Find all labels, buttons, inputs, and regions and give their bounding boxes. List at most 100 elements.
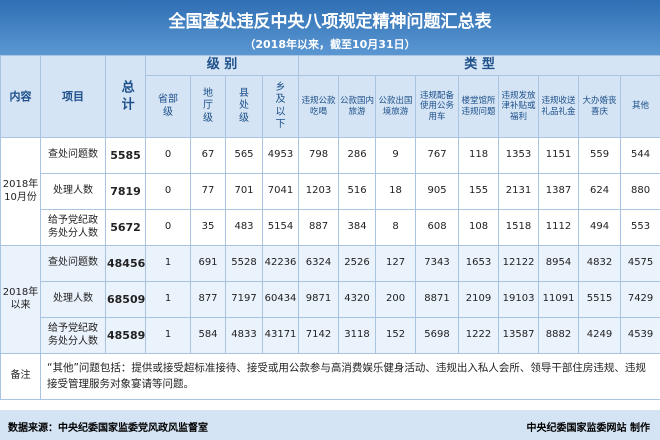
level-cell: 60434	[261, 281, 300, 318]
total-cell: 68509	[105, 281, 146, 318]
header-cell: 项目	[40, 55, 106, 138]
type-cell: 6324	[298, 245, 340, 282]
type-cell: 880	[620, 173, 660, 210]
header-cell: 楼堂馆所违规问题	[458, 75, 500, 138]
note-label: 备注	[0, 353, 41, 400]
header: 全国查处违反中央八项规定精神问题汇总表 （2018年以来，截至10月31日）	[0, 0, 660, 55]
level-cell: 1	[145, 281, 191, 318]
item-cell: 给予党纪政务处分人数	[40, 317, 106, 354]
type-cell: 108	[458, 209, 500, 246]
type-cell: 1653	[458, 245, 500, 282]
total-cell: 48589	[105, 317, 146, 354]
note-text: “其他”问题包括：提供或接受超标准接待、接受或用公款参与高消费娱乐健身活动、违规…	[39, 353, 660, 400]
level-cell: 43171	[261, 317, 300, 354]
title: 全国查处违反中央八项规定精神问题汇总表	[168, 12, 492, 32]
type-cell: 1353	[498, 137, 540, 174]
type-cell: 905	[415, 173, 460, 210]
level-cell: 565	[225, 137, 263, 174]
type-cell: 286	[338, 137, 377, 174]
item-cell: 查处问题数	[40, 137, 106, 174]
type-cell: 4320	[338, 281, 377, 318]
header-cell: 大办婚丧喜庆	[578, 75, 622, 138]
type-cell: 1203	[298, 173, 340, 210]
type-cell: 5698	[415, 317, 460, 354]
table-row: 2018年以来 查处问题数 48456 1 691 5528 42236 6324 2526 12…	[0, 245, 660, 354]
type-cell: 7429	[620, 281, 660, 318]
type-cell: 4832	[578, 245, 622, 282]
type-cell: 559	[578, 137, 622, 174]
item-cell: 处理人数	[40, 281, 106, 318]
level-cell: 691	[190, 245, 226, 282]
type-cell: 18	[375, 173, 417, 210]
level-cell: 1	[145, 245, 191, 282]
table-row: 省部级 地厅级 县处级 乡及以下 违规公款吃喝 公款国内旅游 公款出国境旅游 违规配备使用公务…	[1, 75, 660, 138]
type-cell: 608	[415, 209, 460, 246]
total-cell: 5585	[105, 137, 146, 174]
type-cell: 7343	[415, 245, 460, 282]
type-cell: 553	[620, 209, 660, 246]
type-cell: 1518	[498, 209, 540, 246]
summary-table: 内容 项目 总计级 别类 型省部级 地厅级 县处级 乡及以下 违规公款吃喝 公款国内旅游 公款出…	[0, 55, 660, 400]
type-cell: 155	[458, 173, 500, 210]
level-cell: 0	[145, 173, 191, 210]
period-cell: 2018年以来	[0, 245, 41, 354]
level-cell: 584	[190, 317, 226, 354]
source: 数据来源：中央纪委国家监委党风政风监督室	[8, 423, 208, 434]
item-cell: 处理人数	[40, 173, 106, 210]
total-cell: 5672	[105, 209, 146, 246]
type-cell: 887	[298, 209, 340, 246]
type-cell: 4539	[620, 317, 660, 354]
type-cell: 544	[620, 137, 660, 174]
level-cell: 7041	[261, 173, 300, 210]
type-cell: 8	[375, 209, 417, 246]
level-cell: 1	[145, 317, 191, 354]
level-cell: 0	[145, 137, 191, 174]
header-cell: 违规公款吃喝	[298, 75, 340, 138]
header-cell: 类 型	[298, 55, 660, 76]
level-cell: 4833	[225, 317, 263, 354]
table-row: 处理人数 7819 0 77 701 7041 1203 516 18 905 155 2131 138…	[1, 173, 660, 210]
type-cell: 118	[458, 137, 500, 174]
type-cell: 494	[578, 209, 622, 246]
credit: 中央纪委国家监委网站 制作	[526, 423, 650, 434]
type-cell: 1222	[458, 317, 500, 354]
type-cell: 9	[375, 137, 417, 174]
type-cell: 127	[375, 245, 417, 282]
type-cell: 152	[375, 317, 417, 354]
type-cell: 8871	[415, 281, 460, 318]
type-cell: 384	[338, 209, 377, 246]
level-cell: 877	[190, 281, 226, 318]
table-row: 内容 项目 总计级 别类 型	[0, 55, 660, 138]
header-cell: 级 别	[144, 55, 300, 76]
level-cell: 701	[225, 173, 263, 210]
level-cell: 483	[225, 209, 263, 246]
header-cell: 县处级	[225, 75, 263, 138]
type-cell: 13587	[498, 317, 540, 354]
type-cell: 11091	[538, 281, 580, 318]
header-cell: 违规发放津补贴或福利	[498, 75, 540, 138]
level-cell: 4953	[261, 137, 300, 174]
type-cell: 1112	[538, 209, 580, 246]
type-cell: 8882	[538, 317, 580, 354]
header-cell: 内容	[0, 55, 41, 138]
type-cell: 2109	[458, 281, 500, 318]
level-cell: 77	[190, 173, 226, 210]
header-cell: 其他	[620, 75, 660, 138]
table-row: 给予党纪政务处分人数 48589 1 584 4833 43171 7142 3118 152 5…	[1, 317, 660, 354]
table-row: 给予党纪政务处分人数 5672 0 35 483 5154 887 384 8 608 108 151…	[1, 209, 660, 246]
type-cell: 516	[338, 173, 377, 210]
type-cell: 7142	[298, 317, 340, 354]
type-cell: 12122	[498, 245, 540, 282]
type-cell: 767	[415, 137, 460, 174]
header-cell: 违规收送礼品礼金	[538, 75, 580, 138]
period-cell: 2018年10月份	[0, 137, 41, 246]
header-cell: 地厅级	[190, 75, 226, 138]
total-cell: 48456	[105, 245, 146, 282]
type-cell: 2526	[338, 245, 377, 282]
type-cell: 2131	[498, 173, 540, 210]
subtitle: （2018年以来，截至10月31日）	[244, 38, 416, 51]
type-cell: 8954	[538, 245, 580, 282]
type-cell: 1151	[538, 137, 580, 174]
table-row: 备注 “其他”问题包括：提供或接受超标准接待、接受或用公款参与高消费娱乐健身活动、…	[0, 353, 660, 400]
